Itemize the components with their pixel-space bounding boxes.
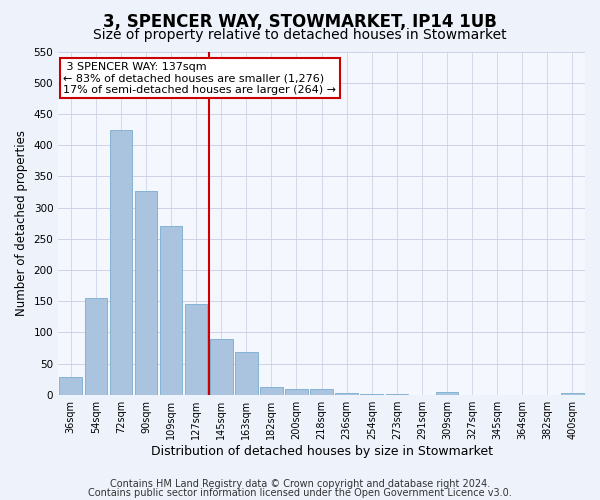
Text: Contains public sector information licensed under the Open Government Licence v3: Contains public sector information licen…	[88, 488, 512, 498]
Text: 3 SPENCER WAY: 137sqm
← 83% of detached houses are smaller (1,276)
17% of semi-d: 3 SPENCER WAY: 137sqm ← 83% of detached …	[64, 62, 337, 95]
Bar	[260, 387, 283, 394]
Text: Contains HM Land Registry data © Crown copyright and database right 2024.: Contains HM Land Registry data © Crown c…	[110, 479, 490, 489]
Bar	[436, 392, 458, 394]
Bar	[85, 298, 107, 394]
Bar	[210, 338, 233, 394]
Bar	[561, 393, 584, 394]
Bar	[185, 304, 208, 394]
Bar	[110, 130, 132, 394]
X-axis label: Distribution of detached houses by size in Stowmarket: Distribution of detached houses by size …	[151, 444, 493, 458]
Bar	[310, 389, 333, 394]
Y-axis label: Number of detached properties: Number of detached properties	[15, 130, 28, 316]
Bar	[235, 352, 257, 395]
Text: 3, SPENCER WAY, STOWMARKET, IP14 1UB: 3, SPENCER WAY, STOWMARKET, IP14 1UB	[103, 12, 497, 30]
Bar	[59, 377, 82, 394]
Bar	[134, 190, 157, 394]
Bar	[160, 226, 182, 394]
Bar	[285, 389, 308, 394]
Text: Size of property relative to detached houses in Stowmarket: Size of property relative to detached ho…	[93, 28, 507, 42]
Bar	[335, 393, 358, 394]
